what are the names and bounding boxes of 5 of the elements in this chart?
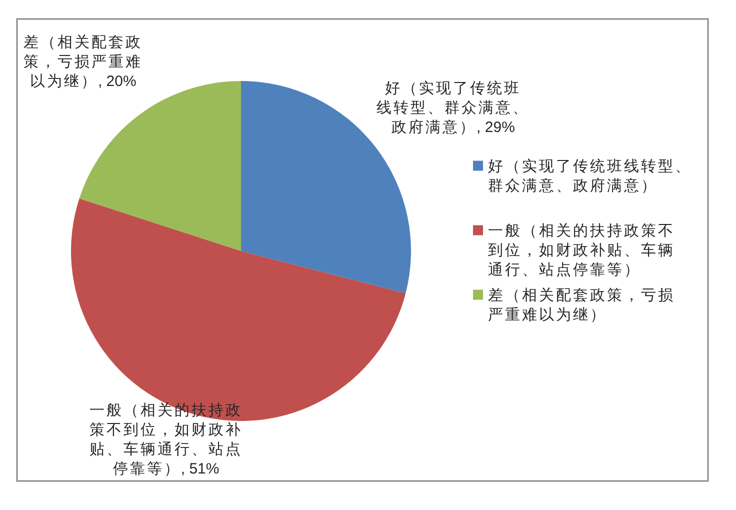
legend-label: 好（实现了传统班线转型、群众满意、政府满意） bbox=[488, 159, 692, 194]
data-label: 好（实现了传统班线转型、群众满意、政府满意）, 29% bbox=[376, 80, 530, 136]
legend-label: 差（相关配套政策，亏损严重难以为继） bbox=[488, 288, 675, 324]
data-label: 差（相关配套政策，亏损严重难以为继）, 20% bbox=[24, 34, 143, 90]
legend-label: 一般（相关的扶持政策不到位，如财政补贴、车辆通行、站点停靠等） bbox=[488, 224, 675, 278]
